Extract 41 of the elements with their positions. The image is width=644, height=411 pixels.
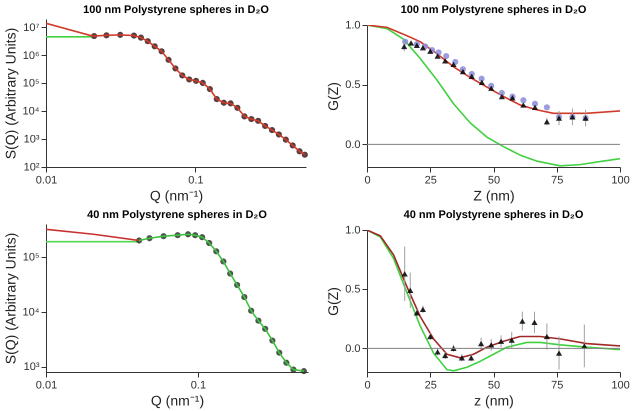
x-axis-title: Z (nm): [473, 188, 515, 204]
x-tick-label: 75: [551, 380, 564, 392]
x-tick-label: 0: [364, 380, 371, 392]
y-tick-label: 10³: [24, 361, 40, 374]
y-tick-label: 10⁴: [22, 106, 40, 118]
y-tick-label: 1.0: [345, 224, 360, 236]
y-tick-label: 0.5: [345, 79, 360, 92]
y-axis-title: G(Z): [325, 287, 342, 316]
x-tick-label: 25: [424, 174, 437, 186]
x-axis-title: z (nm): [474, 392, 514, 408]
x-tick-label: 50: [488, 380, 500, 392]
y-tick-label: 10²: [24, 162, 40, 174]
x-tick-label: 0.1: [188, 174, 204, 186]
y-tick-label: 10⁷: [23, 22, 40, 34]
x-tick-label: 25: [424, 380, 437, 392]
y-tick-label: 10⁵: [22, 78, 40, 90]
x-tick-label: 100: [611, 174, 630, 186]
y-tick-label: 10⁴: [22, 306, 40, 318]
y-tick-label: 1.0: [345, 20, 360, 32]
y-tick-label: 10³: [24, 134, 40, 146]
x-tick-label: 0: [364, 174, 371, 186]
chart-title: 40 nm Polystyrene spheres in D₂O: [87, 209, 268, 221]
y-tick-label: 0.0: [345, 342, 360, 355]
chart-title: 100 nm Polystyrene spheres in D₂O: [83, 4, 270, 16]
y-tick-label: 0.0: [345, 138, 360, 151]
y-axis-title: S(Q) (Arbitrary Units): [2, 232, 19, 364]
x-tick-label: 50: [488, 174, 500, 186]
chart-title: 40 nm Polystyrene spheres in D₂O: [404, 209, 584, 221]
chart-title: 100 nm Polystyrene spheres in D₂O: [400, 4, 587, 16]
x-tick-label: 75: [551, 174, 564, 186]
x-tick-label: 0.01: [36, 380, 58, 392]
y-tick-label: 10⁶: [22, 50, 40, 62]
x-axis-title: Q (nm⁻¹): [150, 392, 204, 408]
x-axis-title: Q (nm⁻¹): [150, 188, 204, 204]
y-tick-label: 0.5: [345, 284, 360, 296]
x-tick-label: 0.01: [36, 174, 58, 186]
x-tick-label: 100: [611, 380, 630, 392]
y-axis-title: S(Q) (Arbitrary Units): [2, 28, 19, 160]
y-tick-label: 10⁵: [22, 252, 40, 264]
y-axis-title: G(Z): [325, 82, 342, 111]
x-tick-label: 0.1: [190, 380, 206, 392]
